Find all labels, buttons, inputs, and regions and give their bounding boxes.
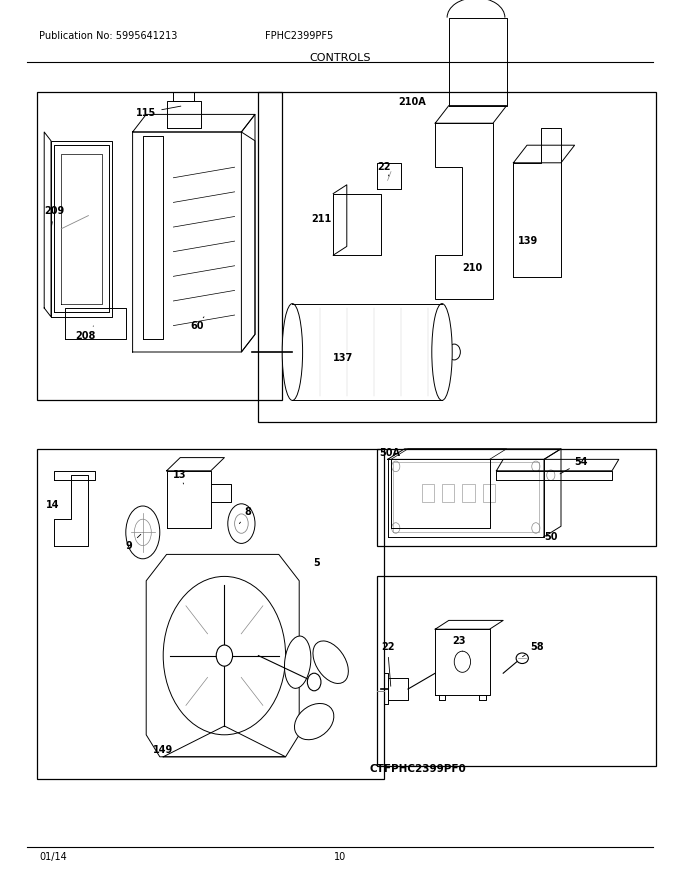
- Text: 01/14: 01/14: [39, 853, 67, 862]
- Bar: [377, 576, 656, 766]
- Text: 9: 9: [126, 534, 141, 551]
- Circle shape: [307, 673, 321, 691]
- Circle shape: [163, 576, 286, 735]
- Text: 149: 149: [153, 745, 173, 755]
- Text: 208: 208: [75, 326, 95, 341]
- Ellipse shape: [235, 514, 248, 533]
- Text: 5: 5: [313, 558, 320, 568]
- Text: 211: 211: [311, 215, 332, 224]
- Text: FPHC2399PF5: FPHC2399PF5: [265, 32, 333, 41]
- Ellipse shape: [448, 344, 460, 360]
- Bar: [483, 484, 495, 502]
- Text: 209: 209: [44, 206, 65, 226]
- Text: 115: 115: [136, 106, 181, 118]
- Text: 58: 58: [522, 642, 544, 656]
- Bar: [377, 449, 656, 546]
- Bar: [462, 484, 475, 502]
- Polygon shape: [146, 554, 299, 757]
- Text: 10: 10: [334, 853, 346, 862]
- Circle shape: [392, 523, 400, 533]
- Ellipse shape: [134, 519, 151, 546]
- Text: 13: 13: [173, 470, 187, 484]
- Text: 23: 23: [452, 635, 466, 651]
- Text: 50A: 50A: [379, 448, 401, 458]
- Circle shape: [532, 461, 540, 472]
- Text: 8: 8: [239, 507, 252, 524]
- Text: CTFPHC2399PF0: CTFPHC2399PF0: [370, 765, 466, 774]
- Text: Publication No: 5995641213: Publication No: 5995641213: [39, 32, 177, 41]
- Text: 60: 60: [190, 317, 204, 331]
- Text: 22: 22: [381, 642, 394, 686]
- Bar: [442, 484, 454, 502]
- Text: 54: 54: [560, 457, 588, 473]
- Text: 22: 22: [377, 162, 391, 176]
- Text: 210A: 210A: [398, 98, 426, 107]
- Circle shape: [547, 470, 555, 480]
- Circle shape: [216, 645, 233, 666]
- Circle shape: [454, 651, 471, 672]
- Ellipse shape: [284, 636, 311, 688]
- Text: CONTROLS: CONTROLS: [309, 53, 371, 62]
- Circle shape: [532, 523, 540, 533]
- Ellipse shape: [282, 304, 303, 400]
- Text: 139: 139: [518, 237, 539, 246]
- Circle shape: [392, 461, 400, 472]
- Text: 14: 14: [46, 501, 60, 510]
- Text: 210: 210: [462, 263, 483, 273]
- Bar: [37, 92, 282, 400]
- Ellipse shape: [126, 506, 160, 559]
- Ellipse shape: [516, 653, 528, 664]
- Ellipse shape: [313, 641, 348, 684]
- Ellipse shape: [294, 703, 334, 740]
- Text: 50: 50: [544, 532, 558, 542]
- Polygon shape: [435, 123, 493, 299]
- Ellipse shape: [432, 304, 452, 400]
- Ellipse shape: [228, 503, 255, 543]
- Text: 137: 137: [333, 353, 354, 363]
- Bar: [258, 92, 656, 422]
- Bar: [37, 449, 384, 779]
- Bar: [422, 484, 434, 502]
